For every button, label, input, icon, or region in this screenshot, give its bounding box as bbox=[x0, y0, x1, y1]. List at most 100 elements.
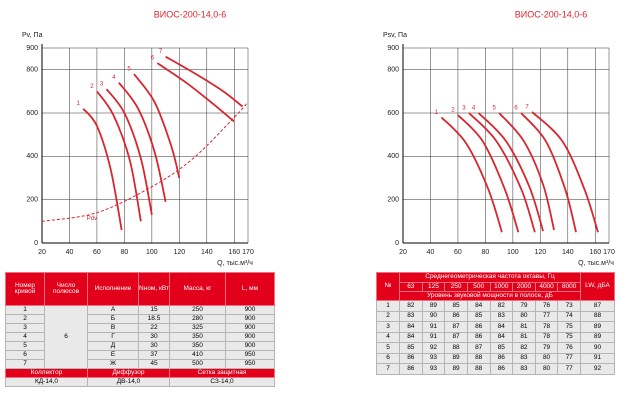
table-cell: 30 bbox=[138, 332, 170, 342]
header-cell: L, мм bbox=[225, 272, 275, 306]
table-cell: А bbox=[87, 305, 139, 315]
table-cell: В bbox=[87, 323, 139, 333]
header-cell: Коллектор bbox=[5, 368, 88, 378]
header-cell: № bbox=[376, 272, 400, 301]
x-tick-label: 20 bbox=[399, 249, 407, 256]
table-cell: 84 bbox=[466, 300, 491, 312]
table-cell: 2 bbox=[5, 314, 45, 324]
table-cell: 76 bbox=[557, 342, 581, 354]
y-tick-label: 800 bbox=[26, 67, 38, 74]
table-cell: 83 bbox=[512, 363, 536, 375]
table-row: 5 85 92 88 87 85 82 79 76 90 bbox=[376, 342, 615, 354]
table-cell: 89 bbox=[444, 352, 468, 364]
header-cell: 63 bbox=[399, 282, 423, 292]
table-cell: 80 bbox=[534, 352, 559, 364]
table-cell: 87 bbox=[580, 300, 615, 312]
table-cell: 4 bbox=[376, 331, 400, 343]
table-cell: 91 bbox=[580, 352, 615, 364]
table-cell: 1 bbox=[376, 300, 400, 312]
table-cell: Г bbox=[87, 332, 139, 342]
table-cell: 84 bbox=[399, 321, 423, 333]
table-row: Номер кривой Число полюсов Исполнение Nном,… bbox=[5, 272, 275, 306]
table-cell: 81 bbox=[512, 321, 536, 333]
table-cell: 82 bbox=[512, 342, 536, 354]
table-row: Коллектор Диффузор Сетка защитная bbox=[5, 368, 275, 378]
table-cell: СЗ-14,0 bbox=[169, 377, 275, 387]
curve-label: 1 bbox=[77, 101, 81, 107]
table-cell: 4 bbox=[5, 332, 45, 342]
y-axis-label: Psv, Па bbox=[383, 32, 407, 39]
chart-title: ВИОС-200-14,0-6 bbox=[515, 9, 588, 19]
table-row: 1 6 А 15 250 900 bbox=[5, 305, 275, 369]
table-cell: 90 bbox=[580, 342, 615, 354]
table-cell: 84 bbox=[489, 331, 514, 343]
table-cell: 87 bbox=[444, 321, 468, 333]
curve-label: 6 bbox=[514, 106, 518, 112]
table-cell: 2 bbox=[376, 310, 400, 322]
curve-label: 7 bbox=[159, 49, 163, 55]
table-cell: Ж bbox=[87, 359, 139, 369]
header-cell: 125 bbox=[421, 282, 446, 292]
curve-label: 1 bbox=[435, 110, 439, 116]
curve-label: 3 bbox=[100, 82, 104, 88]
table-cell: 900 bbox=[225, 314, 275, 324]
table-cell: 5 bbox=[376, 342, 400, 354]
table-cell: 280 bbox=[169, 314, 226, 324]
x-tick-label: 120 bbox=[534, 249, 546, 256]
x-tick-label: 140 bbox=[201, 249, 213, 256]
table-cell: 86 bbox=[399, 363, 423, 375]
table-cell: 37 bbox=[138, 350, 170, 360]
table-row: КД-14,0 ДВ-14,0 СЗ-14,0 bbox=[5, 377, 275, 387]
curve bbox=[96, 90, 142, 222]
table-cell: 88 bbox=[580, 310, 615, 322]
header-cell: Nном, кВт bbox=[138, 272, 170, 306]
curve bbox=[440, 116, 503, 233]
table-cell: 85 bbox=[466, 310, 491, 322]
header-cell: Уровень звуковой мощности в полосе, дБ bbox=[399, 291, 581, 301]
table-cell: 1 bbox=[5, 305, 45, 315]
table-cell: 85 bbox=[489, 342, 514, 354]
curve bbox=[105, 88, 153, 216]
table-row: № Среднегеометрическая частота октавы, Гц… bbox=[376, 272, 615, 301]
table-cell: 87 bbox=[466, 342, 491, 354]
table-cell: ДВ-14,0 bbox=[87, 377, 170, 387]
y-tick-label: 800 bbox=[387, 67, 399, 74]
header-cell: 1000 bbox=[489, 282, 514, 292]
table-cell: 900 bbox=[225, 332, 275, 342]
curve bbox=[82, 108, 123, 231]
table-row: 6 86 93 89 88 86 83 80 77 91 bbox=[376, 352, 615, 364]
table-row: 5 Д 30 350 900 bbox=[5, 341, 275, 351]
table-cell: 89 bbox=[580, 321, 615, 333]
header-cell: Масса, кг bbox=[169, 272, 226, 306]
table-cell: 89 bbox=[421, 300, 446, 312]
table-cell: 88 bbox=[466, 352, 491, 364]
table-cell: 900 bbox=[225, 341, 275, 351]
table-row: 2 83 90 86 85 83 80 77 74 88 bbox=[376, 310, 615, 322]
table-cell: 82 bbox=[399, 300, 423, 312]
table-cell: 92 bbox=[421, 342, 446, 354]
x-tick-label: 160 bbox=[228, 249, 240, 256]
x-tick-label: 20 bbox=[38, 249, 46, 256]
header-cell: Диффузор bbox=[87, 368, 170, 378]
table-cell: 76 bbox=[534, 300, 559, 312]
table-cell: 6 bbox=[44, 305, 88, 369]
table-row: 3 В 22 325 900 bbox=[5, 323, 275, 333]
x-tick-label: 80 bbox=[121, 249, 129, 256]
header-cell: 250 bbox=[444, 282, 468, 292]
table-cell: 350 bbox=[169, 332, 226, 342]
table-cell: 88 bbox=[466, 363, 491, 375]
table-cell: 93 bbox=[421, 363, 446, 375]
noise-table: № Среднегеометрическая частота октавы, Гц… bbox=[376, 272, 615, 375]
header-cell: 8000 bbox=[557, 282, 581, 292]
table-cell: 86 bbox=[489, 363, 514, 375]
curve bbox=[468, 112, 536, 233]
table-cell: Б bbox=[87, 314, 139, 324]
table-cell: 83 bbox=[512, 352, 536, 364]
table-cell: 6 bbox=[5, 350, 45, 360]
table-cell: 80 bbox=[512, 310, 536, 322]
table-row: 4 84 91 87 86 84 81 78 75 89 bbox=[376, 331, 615, 343]
y-tick-label: 600 bbox=[26, 110, 38, 117]
table-cell: 86 bbox=[399, 352, 423, 364]
table-cell: 77 bbox=[557, 363, 581, 375]
